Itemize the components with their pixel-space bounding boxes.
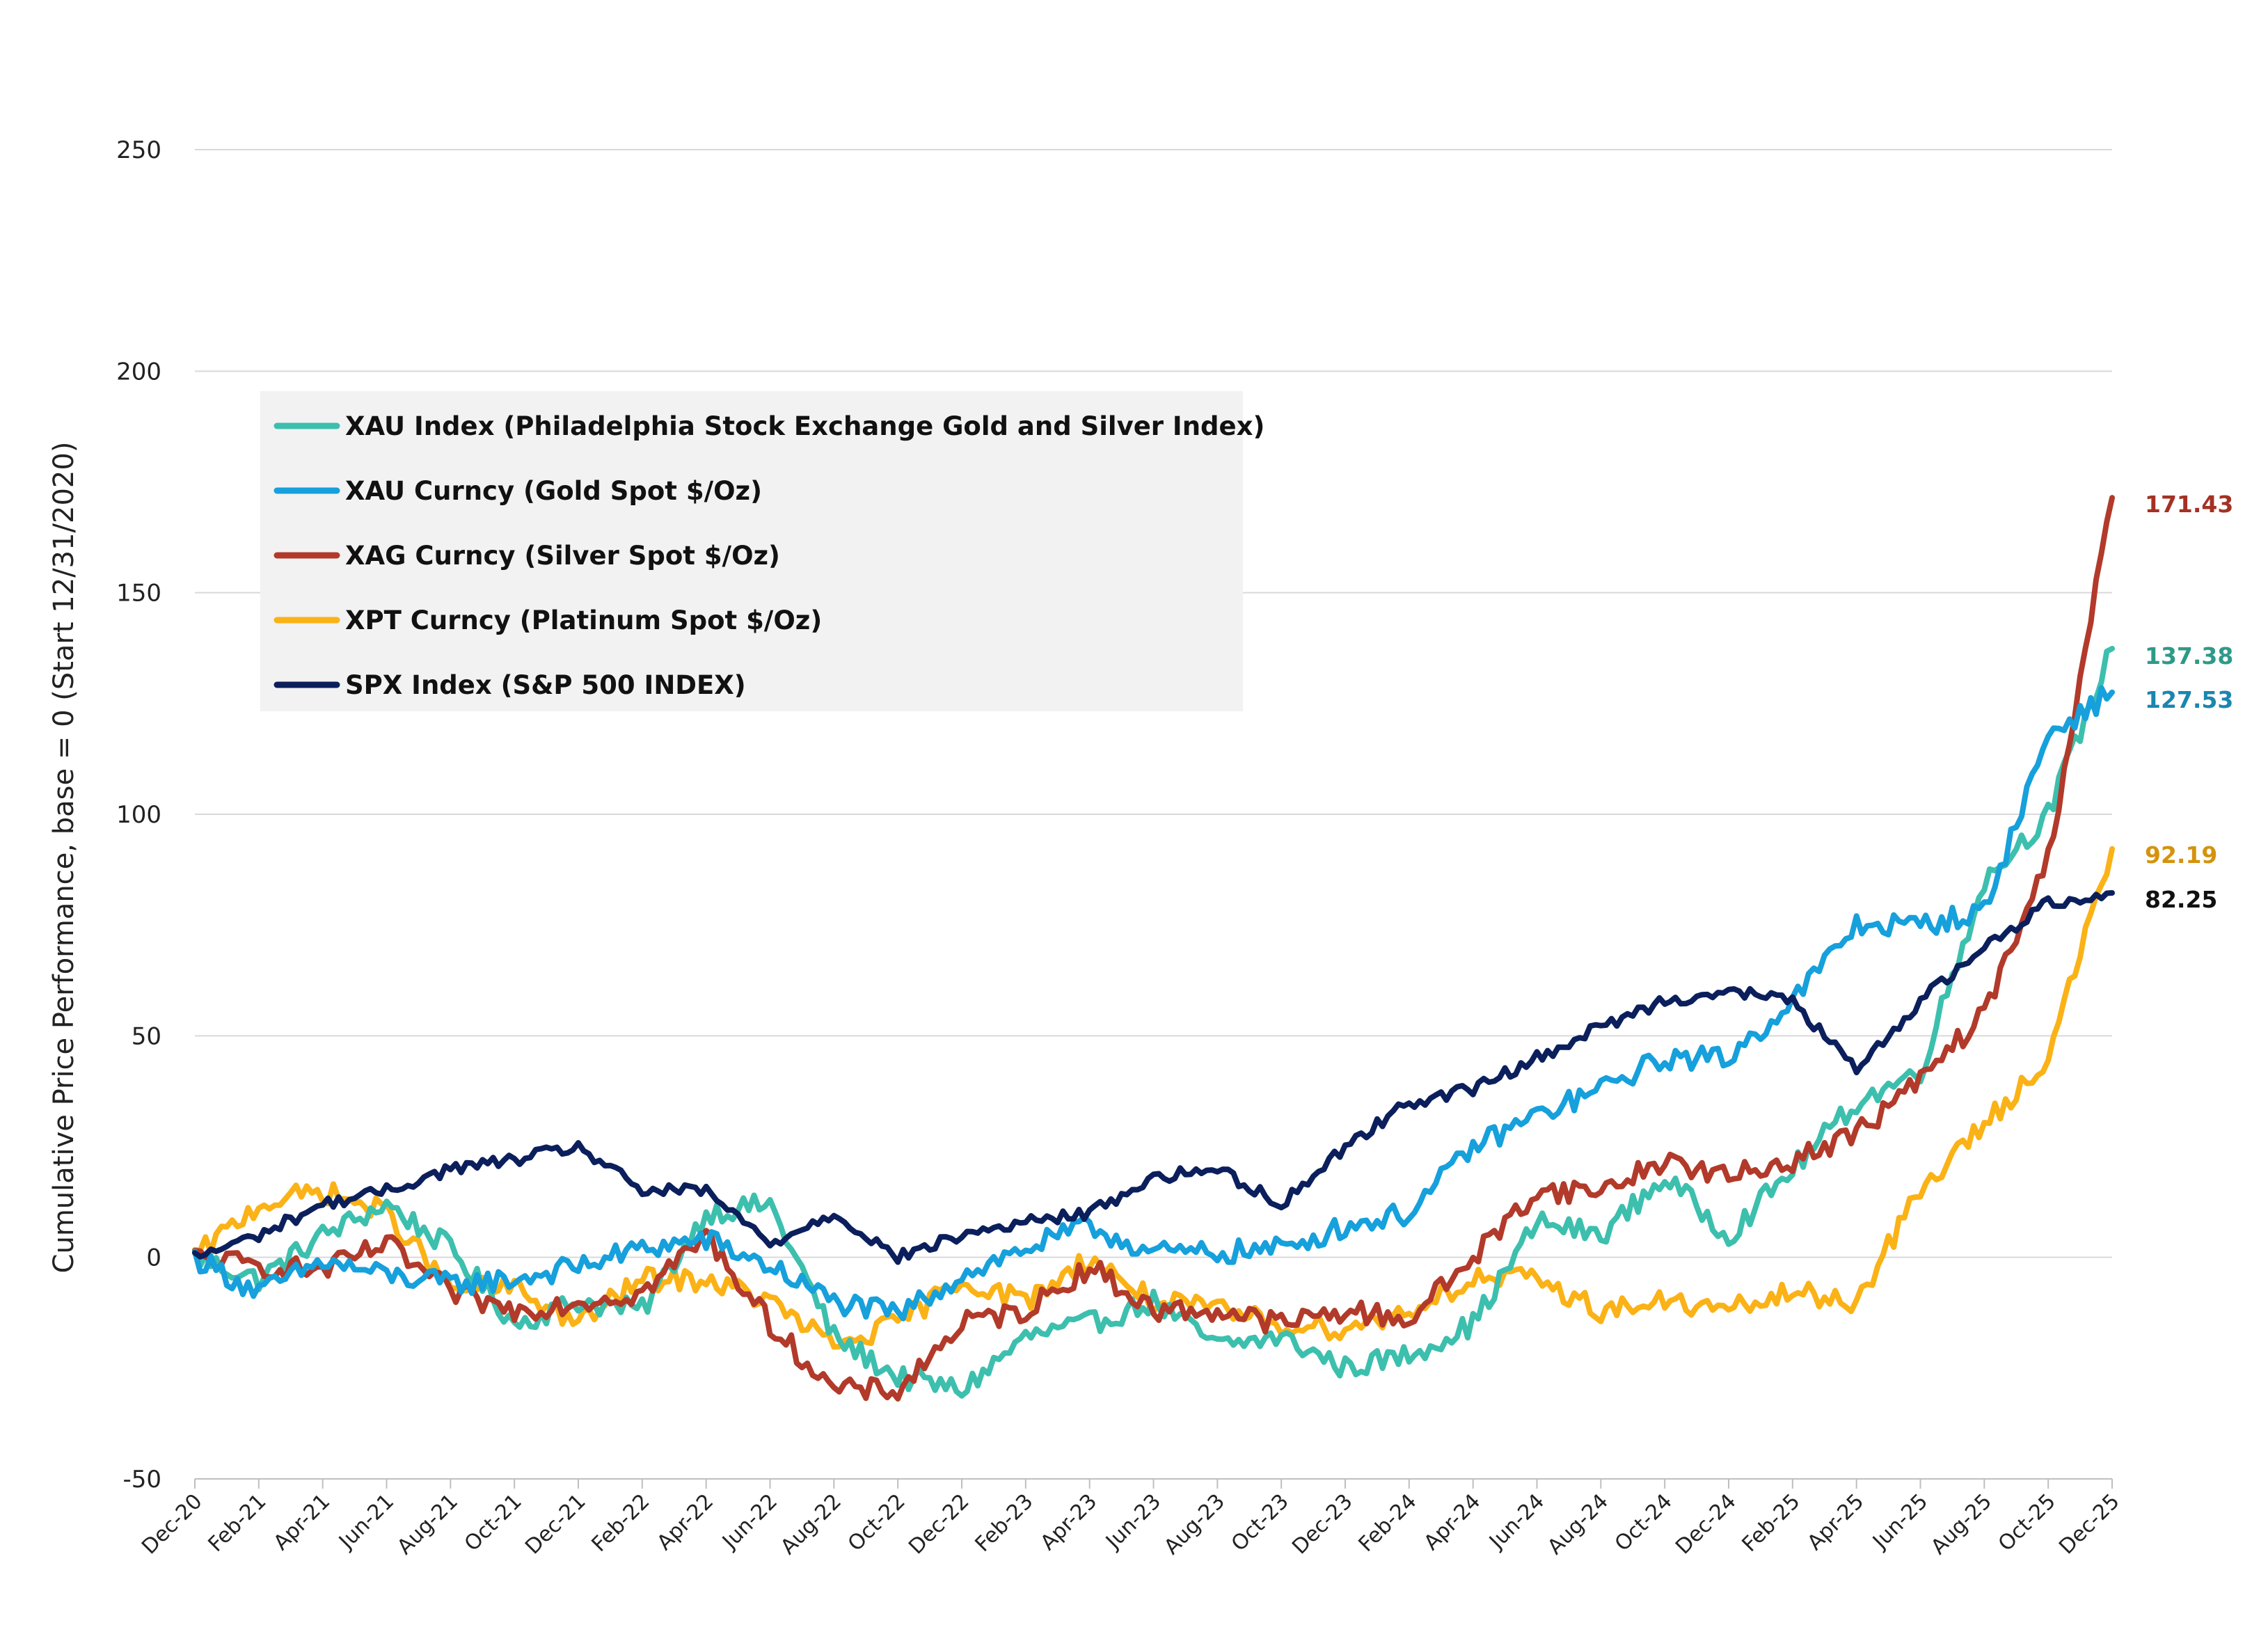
end-value-label: 82.25 [2145,886,2217,913]
x-tick-label: Dec-21 [521,1489,590,1559]
x-tick-label: Oct-25 [1994,1489,2061,1556]
x-tick-label: Dec-22 [904,1489,974,1559]
end-value-label: 92.19 [2145,841,2217,869]
end-value-label: 137.38 [2145,642,2233,670]
y-tick-label: 250 [116,136,161,164]
y-tick-label: 50 [132,1022,161,1050]
y-tick-label: 0 [146,1244,161,1272]
x-tick-label: Dec-23 [1287,1489,1357,1559]
x-tick-label: Apr-25 [1803,1489,1869,1555]
x-tick-label: Oct-24 [1610,1489,1677,1556]
legend-items: XAU Index (Philadelphia Stock Exchange G… [273,411,1264,700]
series-line [192,495,2115,1402]
x-tick-label: Feb-24 [1354,1489,1422,1557]
x-tick-label: Feb-21 [204,1489,271,1557]
series-line [192,846,2115,1350]
x-tick-label: Jun-24 [1484,1489,1549,1555]
x-tick-label: Oct-23 [1227,1489,1294,1556]
x-tick-label: Aug-24 [1543,1489,1613,1560]
x-tick-label: Feb-22 [587,1489,655,1557]
legend-label: XAU Curncy (Gold Spot $/Oz) [345,476,762,506]
x-tick-label: Aug-21 [392,1489,463,1560]
end-value-label: 127.53 [2145,686,2233,713]
y-tick-label: 150 [116,580,161,608]
x-tick-label: Aug-25 [1926,1489,1997,1560]
x-tick-label: Dec-20 [137,1489,207,1559]
y-axis-label: Cumulative Price Performance, base = 0 (… [48,442,80,1274]
x-tick-label: Aug-22 [776,1489,846,1560]
x-tick-label: Apr-24 [1420,1489,1486,1555]
y-tick-label: 100 [116,801,161,829]
x-tick-label: Jun-25 [1867,1489,1933,1555]
series-lines [192,495,2115,1402]
x-tick-label: Feb-25 [1738,1489,1805,1557]
x-tick-label: Apr-22 [653,1489,719,1555]
y-tick-label: 200 [116,358,161,386]
legend-background [260,391,1243,711]
legend-label: XAG Curncy (Silver Spot $/Oz) [345,541,780,571]
x-tick-label: Jun-23 [1100,1489,1166,1555]
series-line [192,685,2115,1322]
x-tick-label: Dec-24 [1671,1489,1740,1559]
series-line [192,890,2115,1265]
legend: XAU Index (Philadelphia Stock Exchange G… [260,391,1264,711]
end-value-label: 171.43 [2145,491,2233,518]
x-tick-label: Oct-22 [843,1489,910,1556]
y-tick-labels: -50 0 50 100 150 200 250 [116,136,161,1494]
legend-label: XPT Curncy (Platinum Spot $/Oz) [345,605,822,635]
x-tick-label: Jun-22 [717,1489,782,1555]
x-tick-label: Apr-21 [269,1489,335,1555]
x-tick-label: Dec-25 [2054,1489,2124,1559]
end-value-labels: 137.38 127.53 171.43 92.19 82.25 [2145,491,2233,913]
x-tick-label: Feb-23 [971,1489,1038,1557]
x-tick-label: Apr-23 [1036,1489,1102,1555]
x-axis [194,1478,2113,1489]
y-tick-label: -50 [122,1466,161,1494]
x-tick-label: Jun-21 [333,1489,399,1555]
legend-label: XAU Index (Philadelphia Stock Exchange G… [345,411,1264,441]
legend-label: SPX Index (S&P 500 INDEX) [345,670,746,700]
x-tick-label: Aug-23 [1159,1489,1230,1560]
x-tick-label: Oct-21 [460,1489,527,1556]
